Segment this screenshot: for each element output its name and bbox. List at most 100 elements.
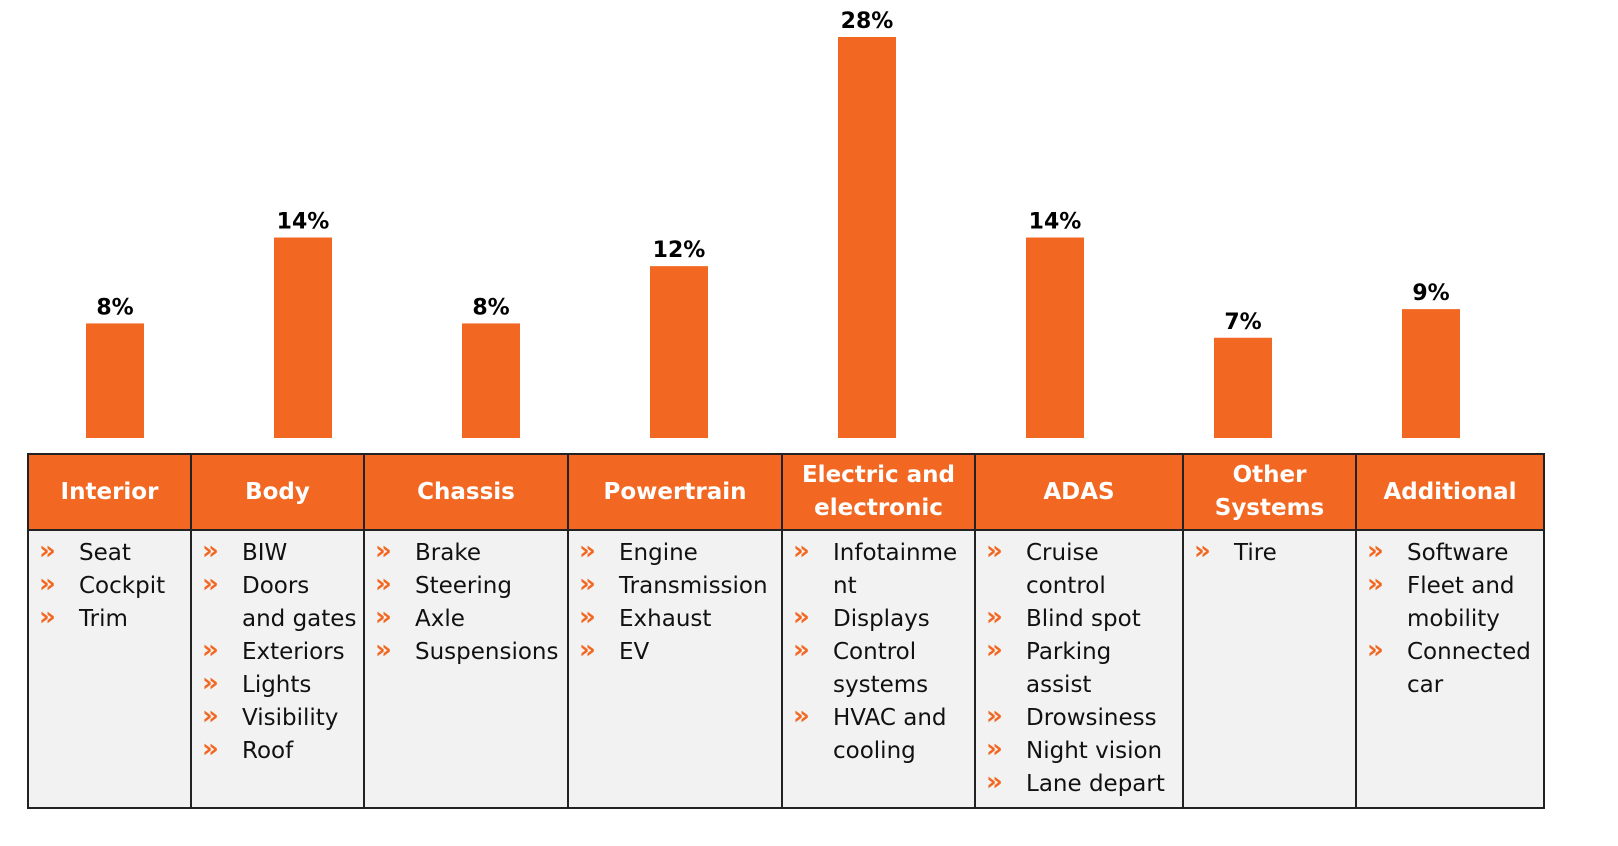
double-chevron-icon: »	[579, 536, 596, 566]
list-item: » BIW	[202, 537, 359, 570]
item-text: Tire	[1234, 540, 1277, 566]
list-item: » Cockpit	[39, 570, 186, 603]
list-item: » Blind spot	[986, 603, 1178, 636]
item-text: Fleet and mobility	[1407, 573, 1515, 632]
double-chevron-icon: »	[579, 635, 596, 665]
list-item: » EV	[579, 636, 777, 669]
item-list: » Infotainment » Displays » Control systems…	[793, 537, 970, 768]
list-item: » Lane depart	[986, 768, 1178, 801]
list-item: » Control systems	[793, 636, 970, 702]
category-header-powertrain: Powertrain	[567, 453, 783, 531]
item-text: Lights	[242, 672, 312, 698]
category-header-other-systems: Other Systems	[1182, 453, 1357, 531]
bar-value-label: 28%	[841, 9, 894, 34]
bar-value-label: 9%	[1412, 281, 1449, 306]
category-header-chassis: Chassis	[363, 453, 569, 531]
list-item: » Parking assist	[986, 636, 1178, 702]
list-item: » Axle	[375, 603, 563, 636]
items-cell-additional: » Software » Fleet and mobility » Connected…	[1355, 529, 1545, 809]
list-item: » Cruise control	[986, 537, 1178, 603]
items-cell-chassis: » Brake » Steering » Axle » Suspensions	[363, 529, 569, 809]
list-item: » Displays	[793, 603, 970, 636]
category-table: Interior Body Chassis Powertrain Electri…	[27, 453, 1545, 809]
bar	[1402, 309, 1460, 438]
category-header-body: Body	[190, 453, 365, 531]
item-text: BIW	[242, 540, 288, 566]
list-item: » Steering	[375, 570, 563, 603]
item-list: » BIW » Doors and gates » Exteriors » Lights…	[202, 537, 359, 768]
double-chevron-icon: »	[202, 536, 219, 566]
item-text: Night vision	[1026, 738, 1163, 764]
list-item: » Software	[1367, 537, 1539, 570]
items-cell-body: » BIW » Doors and gates » Exteriors » Lights…	[190, 529, 365, 809]
item-text: Engine	[619, 540, 698, 566]
item-text: Trim	[79, 606, 128, 632]
item-text: Displays	[833, 606, 930, 632]
item-text: Transmission	[619, 573, 768, 599]
item-text: Exteriors	[242, 639, 345, 665]
item-text: Parking assist	[1026, 639, 1112, 698]
item-list: » Software » Fleet and mobility » Connected…	[1367, 537, 1539, 702]
items-cell-powertrain: » Engine » Transmission » Exhaust » EV	[567, 529, 783, 809]
double-chevron-icon: »	[1194, 536, 1211, 566]
list-item: » Suspensions	[375, 636, 563, 669]
double-chevron-icon: »	[202, 701, 219, 731]
list-item: » Night vision	[986, 735, 1178, 768]
category-header-additional: Additional	[1355, 453, 1545, 531]
item-list: » Engine » Transmission » Exhaust » EV	[579, 537, 777, 669]
item-text: Infotainment	[833, 540, 958, 599]
double-chevron-icon: »	[793, 536, 810, 566]
double-chevron-icon: »	[986, 701, 1003, 731]
list-item: » Tire	[1194, 537, 1351, 570]
bar-value-label: 7%	[1224, 310, 1261, 335]
bar-value-label: 12%	[653, 238, 706, 263]
double-chevron-icon: »	[1367, 536, 1384, 566]
list-item: » HVAC and cooling	[793, 702, 970, 768]
item-text: Lane depart	[1026, 771, 1165, 797]
bar	[650, 266, 708, 438]
list-item: » Roof	[202, 735, 359, 768]
list-item: » Exteriors	[202, 636, 359, 669]
list-item: » Fleet and mobility	[1367, 570, 1539, 636]
double-chevron-icon: »	[986, 767, 1003, 797]
bar	[274, 237, 332, 438]
list-item: » Infotainment	[793, 537, 970, 603]
list-item: » Lights	[202, 669, 359, 702]
double-chevron-icon: »	[579, 569, 596, 599]
double-chevron-icon: »	[375, 569, 392, 599]
double-chevron-icon: »	[1367, 635, 1384, 665]
bar-value-label: 14%	[1029, 210, 1082, 235]
item-text: HVAC and cooling	[833, 705, 947, 764]
bar	[462, 323, 520, 438]
item-text: Seat	[79, 540, 131, 566]
item-list: » Seat » Cockpit » Trim	[39, 537, 186, 636]
double-chevron-icon: »	[793, 701, 810, 731]
double-chevron-icon: »	[39, 569, 56, 599]
list-item: » Visibility	[202, 702, 359, 735]
list-item: » Transmission	[579, 570, 777, 603]
list-item: » Doors and gates	[202, 570, 359, 636]
item-text: Software	[1407, 540, 1509, 566]
double-chevron-icon: »	[375, 536, 392, 566]
item-list: » Cruise control » Blind spot » Parking ass…	[986, 537, 1178, 801]
double-chevron-icon: »	[39, 536, 56, 566]
bar	[1026, 237, 1084, 438]
item-text: Connected car	[1407, 639, 1531, 698]
item-text: EV	[619, 639, 650, 665]
bar-chart: 8% 14% 8% 12% 28% 14% 7% 9%	[86, 9, 1460, 438]
double-chevron-icon: »	[202, 668, 219, 698]
double-chevron-icon: »	[986, 734, 1003, 764]
double-chevron-icon: »	[1367, 569, 1384, 599]
item-text: Roof	[242, 738, 294, 764]
double-chevron-icon: »	[579, 602, 596, 632]
items-cell-adas: » Cruise control » Blind spot » Parking ass…	[974, 529, 1184, 809]
double-chevron-icon: »	[375, 602, 392, 632]
double-chevron-icon: »	[986, 602, 1003, 632]
list-item: » Drowsiness	[986, 702, 1178, 735]
bar	[86, 323, 144, 438]
double-chevron-icon: »	[793, 635, 810, 665]
item-text: Blind spot	[1026, 606, 1141, 632]
item-list: » Tire	[1194, 537, 1351, 570]
category-items-row: » Seat » Cockpit » Trim » BIW » Doors and gat…	[27, 529, 1545, 809]
list-item: » Exhaust	[579, 603, 777, 636]
